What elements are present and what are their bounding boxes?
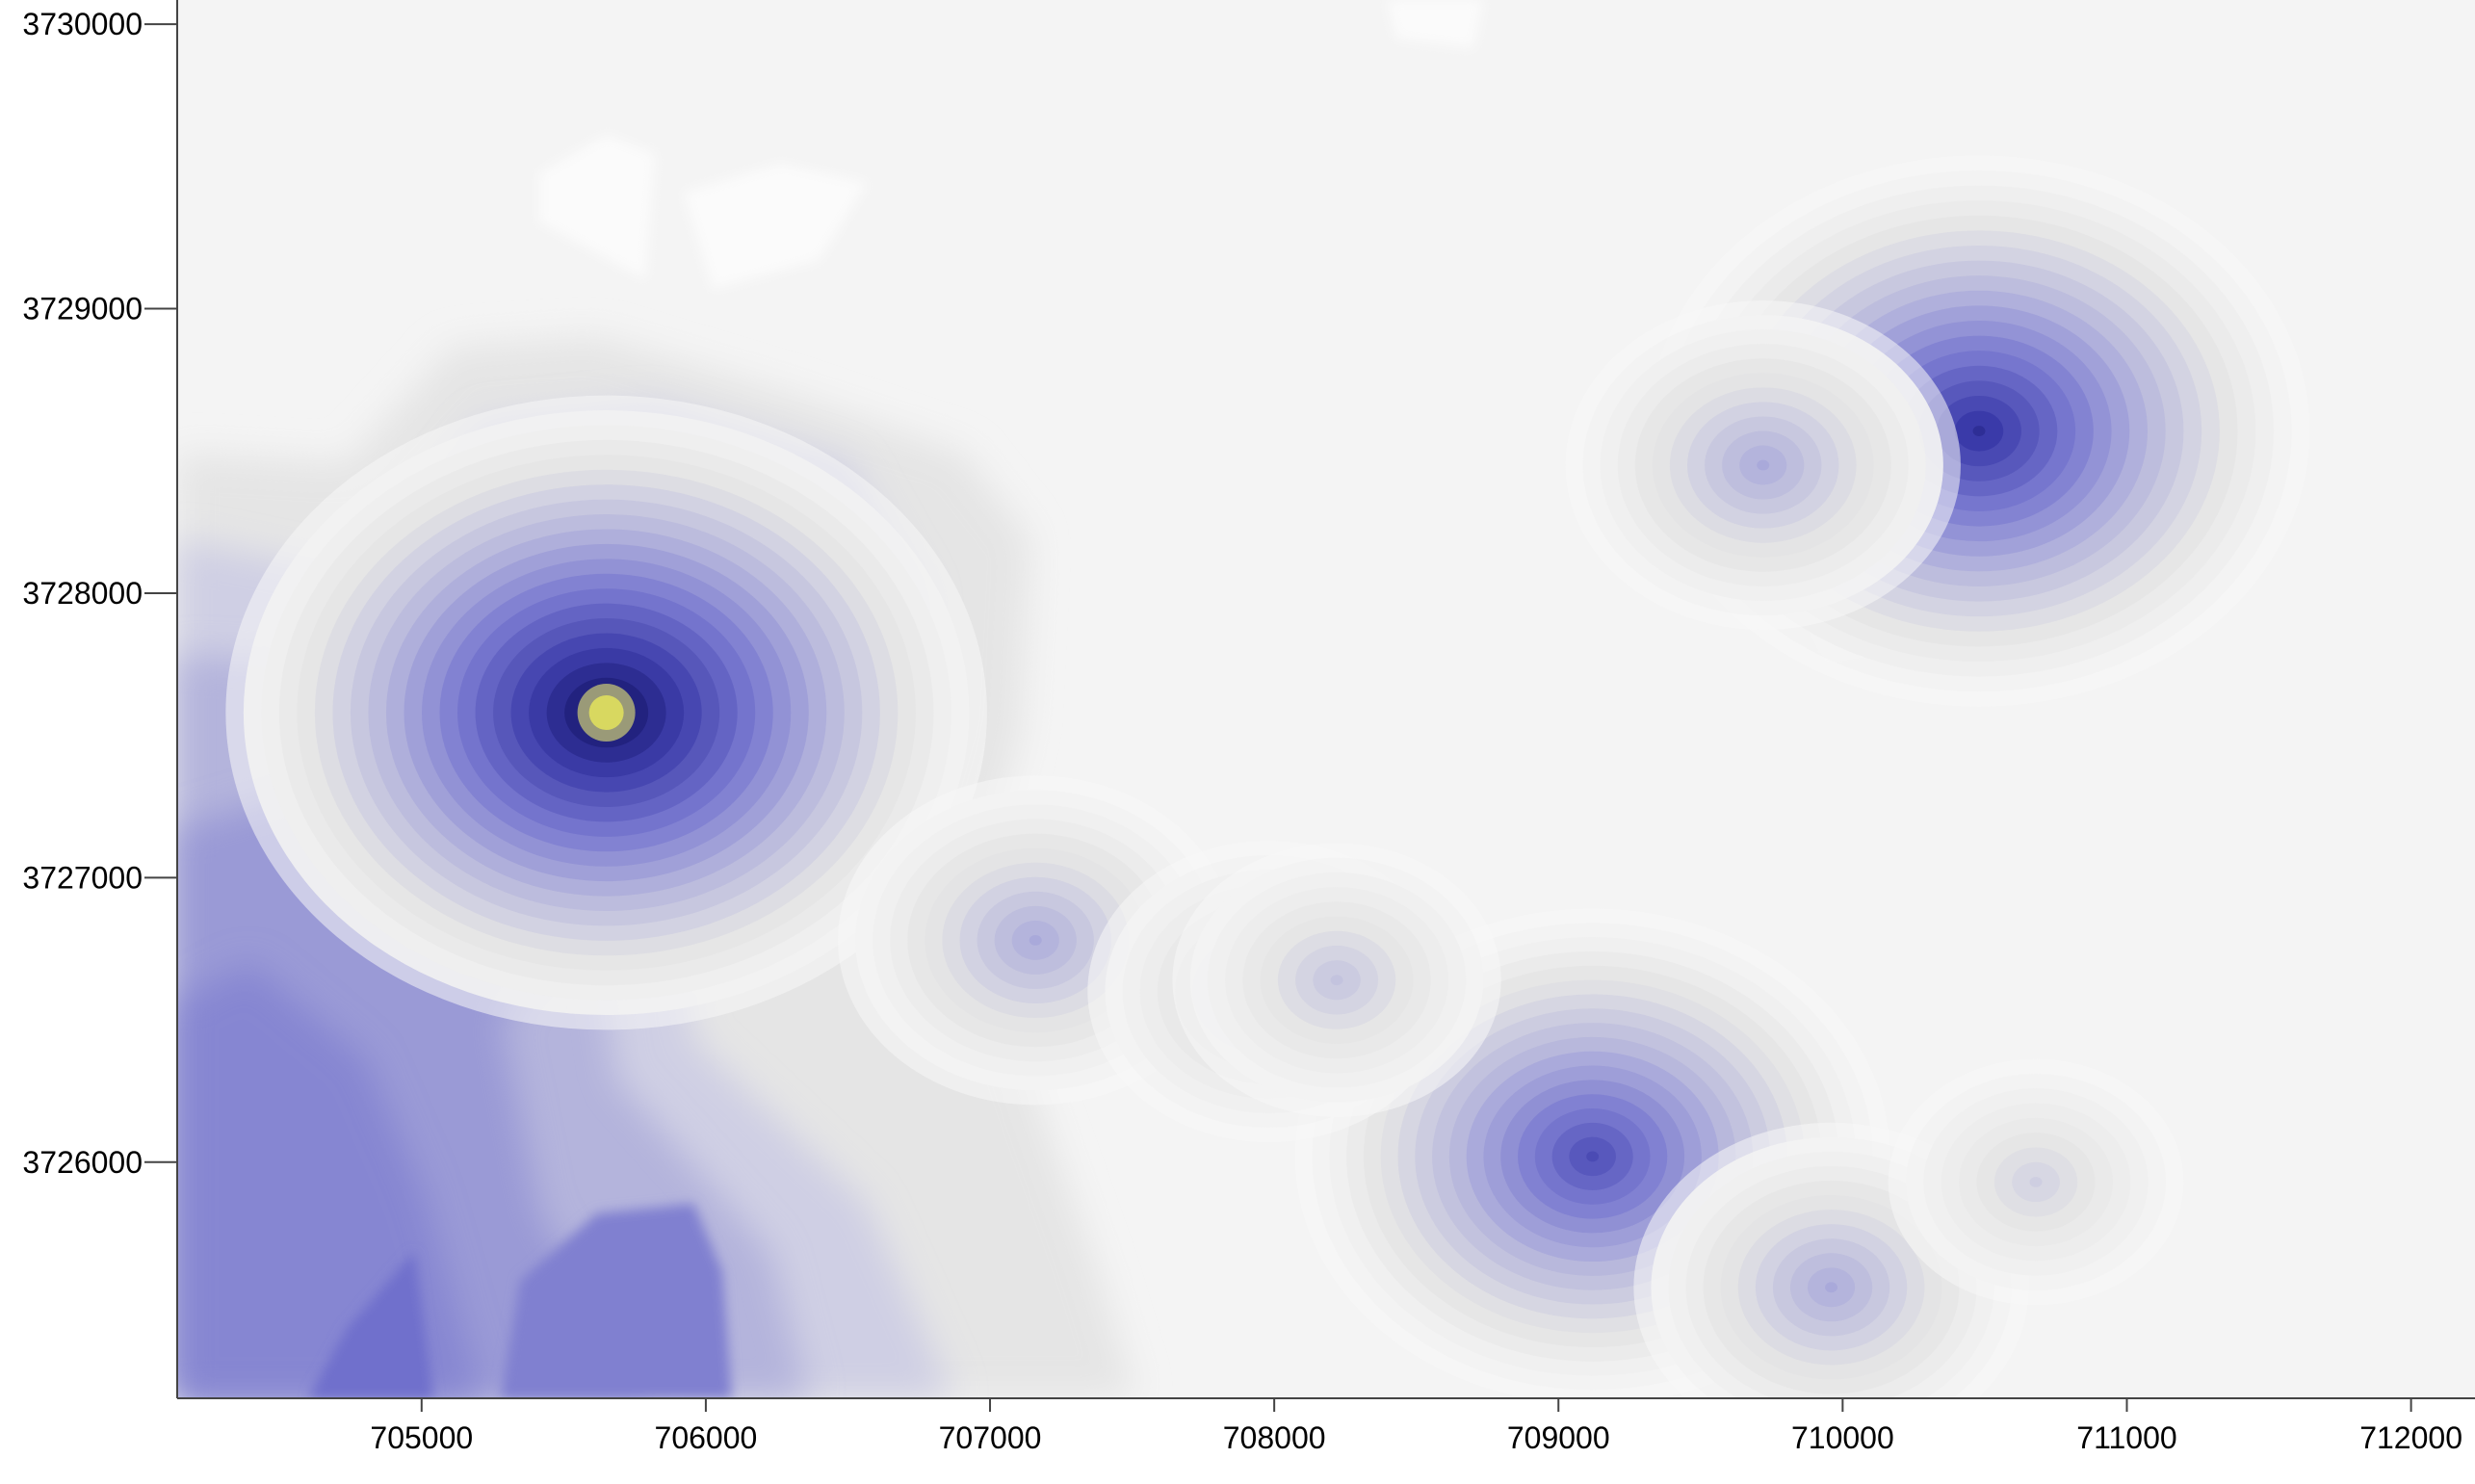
- contour-ring: [1330, 975, 1343, 986]
- anomaly-anomaly-se: [1294, 908, 1890, 1398]
- anomaly-anomaly-e: [1888, 1058, 2184, 1306]
- light-patch-n3: [1387, 0, 1483, 48]
- y-tick-label: 3726000: [22, 1145, 143, 1180]
- contour-ring: [1029, 934, 1042, 946]
- x-tick-label: 710000: [1791, 1420, 1894, 1455]
- x-tick-label: 706000: [655, 1420, 758, 1455]
- light-patch-n1: [539, 135, 655, 279]
- contour-ring: [2029, 1177, 2043, 1187]
- regional-band-7: [308, 1252, 433, 1398]
- y-tick-label: 3730000: [22, 7, 143, 41]
- peak-highlight-core: [588, 695, 624, 731]
- x-tick-label: 709000: [1507, 1420, 1610, 1455]
- contour-ring: [1586, 1151, 1600, 1162]
- contour-ring: [1757, 459, 1770, 471]
- x-tick-label: 711000: [2076, 1420, 2176, 1455]
- light-patch-n2: [684, 164, 867, 289]
- y-tick-label: 3729000: [22, 292, 143, 326]
- anomaly-anomaly-c3: [1172, 843, 1501, 1117]
- x-tick-label: 707000: [939, 1420, 1042, 1455]
- anomaly-layer: [225, 155, 2310, 1398]
- x-axis-ticks: 705000 706000 707000 708000 709000 710000 7110…: [370, 1398, 2462, 1455]
- x-tick-label: 712000: [2359, 1420, 2462, 1455]
- regional-band-6: [501, 1204, 732, 1398]
- anomaly-main-anomaly: [225, 395, 987, 1030]
- y-axis-ticks: 3730000 3729000 3728000 3727000 3726000: [22, 7, 177, 1180]
- y-tick-label: 3727000: [22, 860, 143, 895]
- x-tick-label: 708000: [1223, 1420, 1326, 1455]
- contour-ring: [1972, 426, 1986, 436]
- y-tick-label: 3728000: [22, 576, 143, 611]
- anomaly-anomaly-n: [1565, 300, 1961, 631]
- x-tick-label: 705000: [370, 1420, 473, 1455]
- contour-ring: [1825, 1282, 1838, 1293]
